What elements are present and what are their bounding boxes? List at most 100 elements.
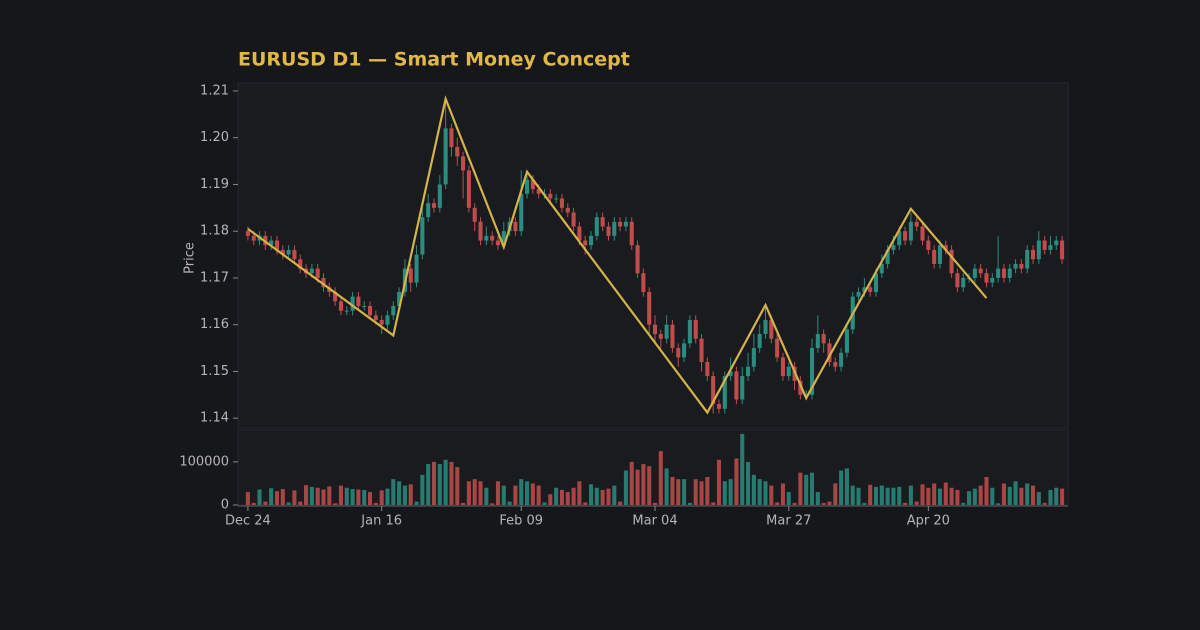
volume-bar [879,485,884,505]
volume-bar [530,483,535,505]
volume-bar [321,489,326,505]
candle-body [536,189,541,194]
candle-body [1036,240,1041,260]
volume-bar [635,469,640,505]
volume-bar [455,467,460,505]
volume-bar [1007,486,1012,505]
volume-bar [996,503,1001,505]
y-tick-label: 1.21 [200,83,229,98]
price-panel [237,82,1069,429]
candle-body [862,287,867,292]
volume-bar [461,502,466,505]
candle-body [298,259,303,269]
candle-body [757,334,762,349]
volume-bar [280,489,285,505]
candle-body [972,268,977,278]
volume-bar [600,489,605,505]
candle-body [658,334,663,339]
candle-body [362,305,367,307]
volume-bar [379,490,384,505]
candle-body [519,193,524,232]
candle-body [827,343,832,363]
candle-body [478,221,483,241]
candle-body [670,324,675,349]
volume-bar [315,487,320,505]
candle-body [472,207,477,222]
volume-bar [885,487,890,505]
volume-bar [548,494,553,505]
candle-body [269,240,274,246]
candle-body [629,221,634,246]
volume-bar [664,468,669,505]
candle-body [408,268,413,283]
volume-bar [594,487,599,505]
volume-bar [536,485,541,505]
candle-body [908,221,913,241]
volume-bar [391,479,396,505]
candle-body [530,179,535,190]
y-tick-label: 1.18 [200,224,229,239]
candle-body [461,156,466,171]
candle-body [879,263,884,274]
volume-bar [821,502,826,505]
volume-bar [397,481,402,505]
volume-bar [449,461,454,505]
volume-bar [431,461,437,505]
volume-bar [1054,487,1059,505]
candle-body [368,305,373,316]
volume-bar [437,464,442,505]
volume-bar [414,501,419,505]
candle-body [420,217,425,255]
x-tick-label: Apr 20 [907,514,950,529]
candle-body [903,231,908,241]
volume-bar [693,479,698,505]
candle-body [990,277,995,283]
volume-bar [269,488,274,505]
candle-body [309,268,314,274]
y-tick-label: 1.17 [200,270,229,285]
volume-bar [926,487,931,505]
volume-bar [734,458,739,505]
candle-body [1030,249,1036,260]
volume-bar [967,491,972,505]
volume-bar [1001,483,1006,505]
y-tick-label: 0 [221,498,229,513]
candle-body [583,240,588,246]
candle-body [664,324,669,339]
x-tick-label: Feb 09 [499,514,543,529]
volume-bar [408,484,413,505]
candle-body [484,235,489,241]
volume-bar [786,492,791,505]
volume-bar [751,474,756,505]
volume-bar [1048,489,1053,505]
volume-bar [920,484,925,505]
volume-bar [245,492,250,505]
y-tick-label: 1.16 [200,317,229,332]
candle-body [600,217,605,227]
candle-body [815,334,820,349]
x-tick-label: Dec 24 [225,514,271,529]
x-tick-label: Mar 04 [632,514,677,529]
volume-bar [309,486,314,505]
volume-bar [652,502,658,505]
candle-body [949,249,954,274]
candle-body [746,366,751,377]
candle-body [373,315,378,321]
candle-body [687,320,692,344]
candle-body [449,128,454,148]
volume-bar [972,488,977,505]
volume-bar [891,487,896,505]
candle-body [740,376,745,400]
candle-body [699,338,704,363]
volume-bar [978,485,983,505]
volume-bar [1013,481,1018,505]
candle-body [821,334,826,344]
volume-bar [728,479,733,505]
candle-body [525,179,530,194]
candle-body [809,348,815,395]
volume-bar [588,484,594,505]
volume-bar [362,489,367,505]
volume-bar [815,492,820,505]
volume-bar [443,459,448,505]
y-axis-label: Price [183,242,198,274]
